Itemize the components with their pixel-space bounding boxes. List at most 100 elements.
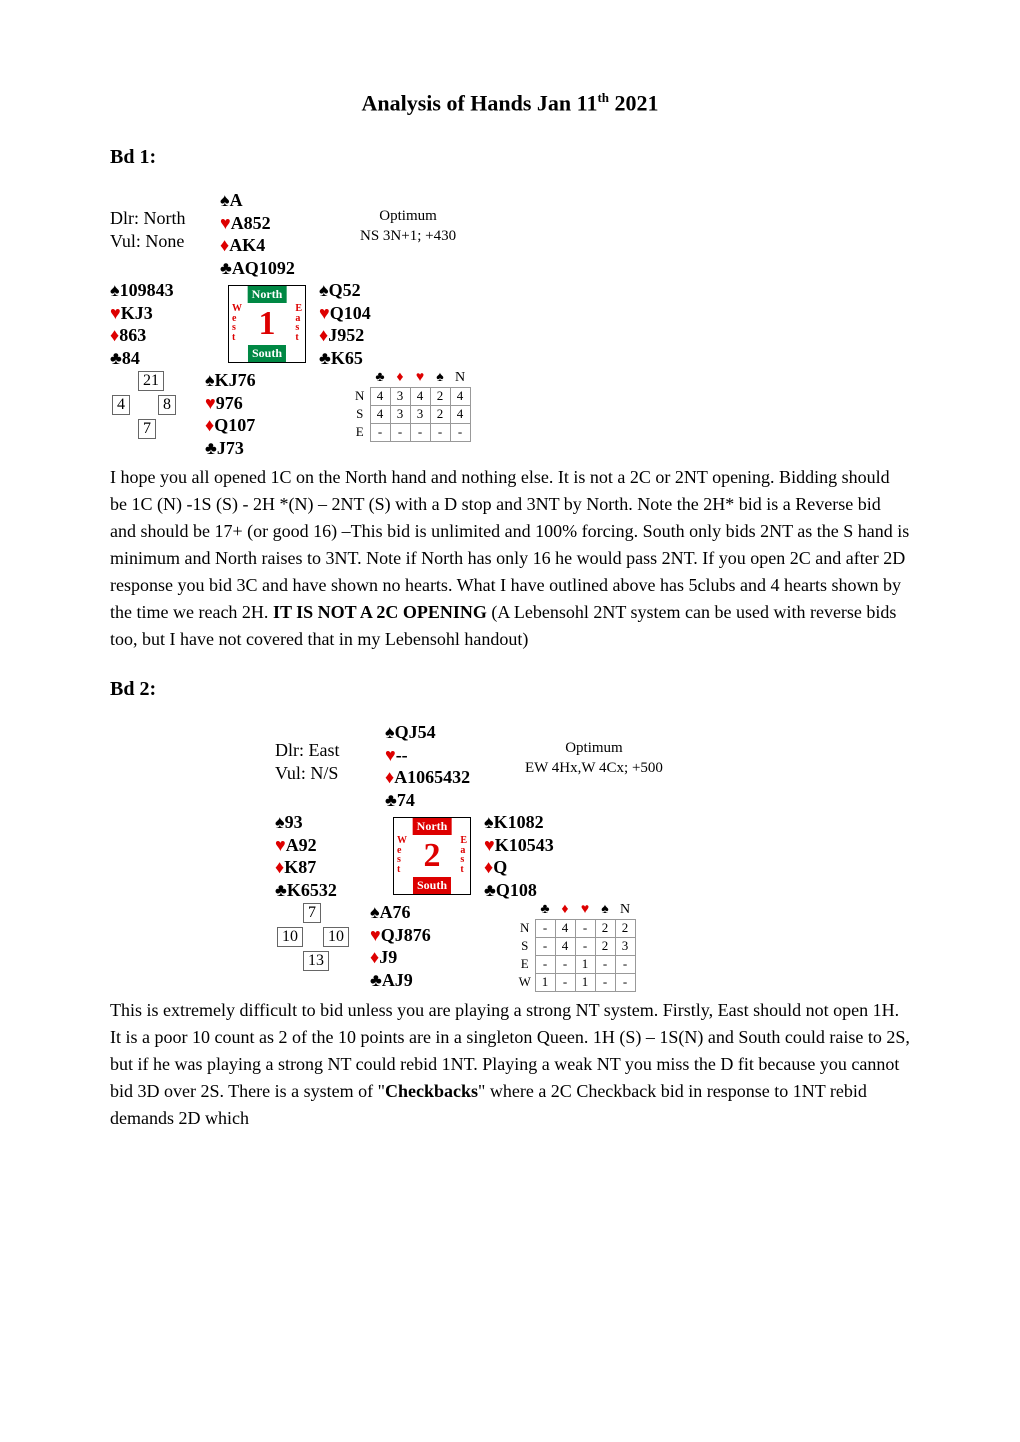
card-text: K87 bbox=[284, 857, 316, 877]
board-wrapper: Dlr: North Vul: None ♠A ♥A852 ♦AK4 ♣AQ10… bbox=[110, 189, 910, 459]
d-suit-icon: ♦ bbox=[370, 947, 379, 967]
makeable-cell: 1 bbox=[535, 973, 555, 991]
hcp-west: 10 bbox=[277, 927, 303, 947]
d-suit-icon: ♦ bbox=[205, 415, 214, 435]
makeable-cell: 4 bbox=[450, 405, 470, 423]
s-suit-icon: ♠ bbox=[220, 190, 230, 210]
makeable-header: ♣ bbox=[370, 369, 390, 387]
makeable-cell: - bbox=[410, 423, 430, 441]
board-label: Bd 2: bbox=[110, 678, 910, 701]
west-hand: ♠93 ♥A92 ♦K87 ♣K6532 bbox=[275, 811, 385, 901]
compass-box: North West 2 East South bbox=[393, 817, 471, 895]
north-hand: ♠QJ54 ♥-- ♦A1065432 ♣74 bbox=[385, 721, 480, 811]
makeable-dir: N bbox=[515, 919, 535, 937]
c-suit-icon: ♣ bbox=[484, 880, 496, 900]
north-hand: ♠A ♥A852 ♦AK4 ♣AQ1092 bbox=[220, 189, 315, 279]
c-suit-icon: ♣ bbox=[110, 348, 122, 368]
card-text: Q104 bbox=[330, 303, 371, 323]
east-hand: ♠Q52 ♥Q104 ♦J952 ♣K65 bbox=[319, 279, 414, 369]
compass-east-label: East bbox=[295, 304, 302, 342]
board-label: Bd 1: bbox=[110, 146, 910, 169]
card-text: AJ9 bbox=[382, 970, 413, 990]
makeable-dir: S bbox=[350, 405, 370, 423]
makeable-dir: E bbox=[515, 955, 535, 973]
vul: Vul: N/S bbox=[275, 762, 385, 785]
makeable-cell: - bbox=[535, 955, 555, 973]
h-suit-icon: ♥ bbox=[484, 835, 495, 855]
c-suit-icon: ♣ bbox=[205, 438, 217, 458]
card-text: Q52 bbox=[329, 280, 361, 300]
h-suit-icon: ♥ bbox=[275, 835, 286, 855]
card-text: 863 bbox=[119, 325, 146, 345]
c-suit-icon: ♣ bbox=[220, 258, 232, 278]
s-suit-icon: ♠ bbox=[275, 812, 285, 832]
card-text: A92 bbox=[286, 835, 317, 855]
card-text: QJ54 bbox=[395, 722, 436, 742]
makeable-cell: 4 bbox=[410, 387, 430, 405]
d-suit-icon: ♦ bbox=[275, 857, 284, 877]
optimum-contract: NS 3N+1; +430 bbox=[360, 227, 456, 247]
makeable-cell: - bbox=[575, 937, 595, 955]
card-text: AQ1092 bbox=[232, 258, 295, 278]
makeable-header: ♠ bbox=[430, 369, 450, 387]
makeable-cell: 3 bbox=[390, 387, 410, 405]
makeable-cell: 3 bbox=[390, 405, 410, 423]
compass-west-label: West bbox=[232, 304, 242, 342]
makeable-header: ♥ bbox=[410, 369, 430, 387]
dealer-vul: Dlr: North Vul: None bbox=[110, 189, 220, 252]
makeable-cell: - bbox=[450, 423, 470, 441]
h-suit-icon: ♥ bbox=[370, 925, 381, 945]
s-suit-icon: ♠ bbox=[110, 280, 120, 300]
hcp-box: 7 10 10 13 bbox=[275, 903, 355, 978]
optimum-block: Optimum NS 3N+1; +430 bbox=[360, 207, 456, 246]
card-text: Q bbox=[493, 857, 507, 877]
south-hand: ♠A76 ♥QJ876 ♦J9 ♣AJ9 bbox=[370, 901, 470, 991]
card-text: K1082 bbox=[494, 812, 544, 832]
makeable-dir: N bbox=[350, 387, 370, 405]
h-suit-icon: ♥ bbox=[205, 393, 216, 413]
page-title: Analysis of Hands Jan 11th 2021 bbox=[110, 90, 910, 116]
hcp-east: 10 bbox=[323, 927, 349, 947]
board-wrapper: Dlr: East Vul: N/S ♠QJ54 ♥-- ♦A1065432 ♣… bbox=[275, 721, 910, 992]
card-text: A852 bbox=[231, 213, 271, 233]
s-suit-icon: ♠ bbox=[484, 812, 494, 832]
makeable-header: ♦ bbox=[555, 901, 575, 919]
card-text: 84 bbox=[122, 348, 140, 368]
makeable-cell: 4 bbox=[450, 387, 470, 405]
makeable-cell: - bbox=[555, 955, 575, 973]
makeable-cell: - bbox=[615, 955, 635, 973]
optimum-block: Optimum EW 4Hx,W 4Cx; +500 bbox=[525, 739, 663, 778]
makeable-cell: 2 bbox=[430, 387, 450, 405]
hcp-north: 21 bbox=[138, 371, 164, 391]
card-text: KJ3 bbox=[121, 303, 153, 323]
d-suit-icon: ♦ bbox=[385, 767, 394, 787]
compass-east-label: East bbox=[460, 836, 467, 874]
card-text: K10543 bbox=[495, 835, 554, 855]
makeable-cell: 2 bbox=[595, 937, 615, 955]
card-text: J952 bbox=[328, 325, 364, 345]
hcp-north: 7 bbox=[303, 903, 321, 923]
west-hand: ♠109843 ♥KJ3 ♦863 ♣84 bbox=[110, 279, 220, 369]
makeable-cell: - bbox=[615, 973, 635, 991]
makeable-cell: 3 bbox=[615, 937, 635, 955]
card-text: A bbox=[230, 190, 243, 210]
card-text: 976 bbox=[216, 393, 243, 413]
optimum-label: Optimum bbox=[360, 207, 456, 227]
card-text: J9 bbox=[379, 947, 397, 967]
board-number: 1 bbox=[259, 305, 276, 343]
s-suit-icon: ♠ bbox=[370, 902, 380, 922]
makeable-header: N bbox=[450, 369, 470, 387]
compass-north-label: North bbox=[413, 818, 452, 835]
compass-south-label: South bbox=[248, 345, 286, 362]
card-text: AK4 bbox=[229, 235, 265, 255]
c-suit-icon: ♣ bbox=[319, 348, 331, 368]
card-text: Q108 bbox=[496, 880, 537, 900]
makeable-cell: 4 bbox=[370, 387, 390, 405]
makeable-cell: 4 bbox=[555, 937, 575, 955]
makeable-header: ♥ bbox=[575, 901, 595, 919]
card-text: J73 bbox=[217, 438, 244, 458]
c-suit-icon: ♣ bbox=[385, 790, 397, 810]
makeable-table: ♣♦♥♠NN43424S43324E----- bbox=[350, 369, 471, 442]
makeable-cell: 3 bbox=[410, 405, 430, 423]
title-sup: th bbox=[597, 90, 609, 105]
